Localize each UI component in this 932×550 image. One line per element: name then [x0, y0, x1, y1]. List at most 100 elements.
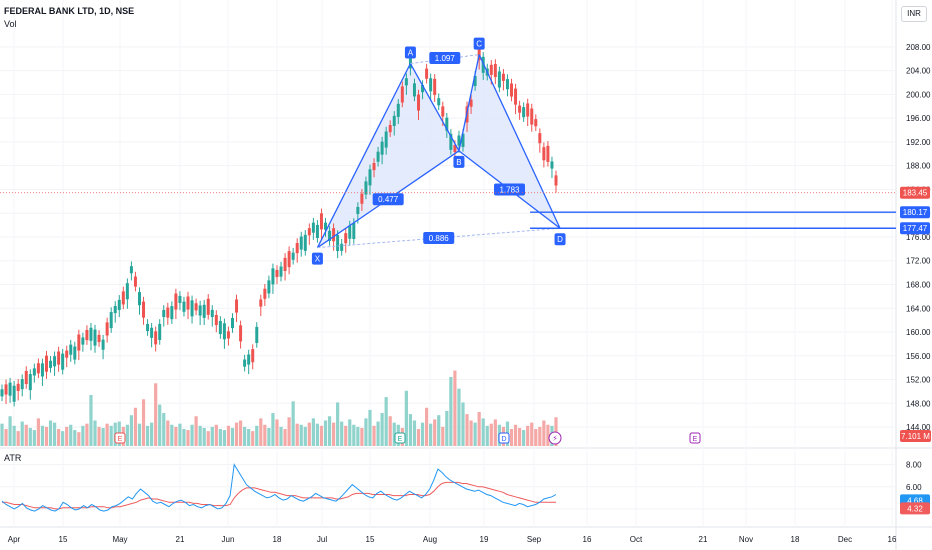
candle-body	[194, 303, 198, 311]
volume-bar	[457, 388, 461, 446]
candle-body	[162, 309, 166, 318]
volume-bar	[170, 424, 174, 446]
candle-body	[243, 359, 247, 367]
volume-bar	[234, 422, 239, 446]
currency-button[interactable]: INR	[901, 6, 927, 22]
volume-bar	[465, 414, 469, 446]
candle-body	[352, 222, 356, 239]
candle-body	[319, 213, 323, 230]
volume-legend[interactable]: Vol	[4, 19, 17, 29]
volume-bar	[230, 427, 235, 446]
volume-bar	[20, 421, 24, 446]
candle-body	[526, 103, 530, 117]
price-tick-label: 204.00	[906, 67, 931, 76]
volume-bar	[473, 422, 477, 446]
volume-bar	[412, 420, 417, 446]
dividend-marker-icon	[548, 431, 562, 445]
candle-body	[210, 309, 214, 318]
ratio-label-bd: 1.783	[499, 186, 520, 195]
candle-body	[380, 141, 384, 155]
candle-body	[461, 133, 465, 147]
candle-body	[514, 88, 518, 105]
volume-bar	[279, 426, 283, 446]
candle-body	[489, 64, 493, 75]
volume-bar	[36, 418, 40, 446]
volume-bar	[271, 413, 275, 446]
candle-body	[77, 334, 81, 351]
volume-bar	[0, 423, 4, 446]
pivot-label-a-bg	[404, 46, 416, 59]
volume-bar	[238, 420, 243, 446]
candle-body	[190, 300, 194, 317]
volume-bar	[445, 410, 449, 446]
candle-body	[81, 337, 85, 345]
price-tick-label: 200.00	[906, 90, 931, 99]
candle-body	[279, 266, 283, 277]
candle-body	[538, 133, 542, 144]
volume-bar	[154, 383, 158, 446]
candle-body	[125, 283, 129, 300]
time-tick-label: 19	[480, 535, 489, 544]
volume-bar	[481, 418, 485, 446]
volume-bar	[162, 413, 166, 446]
candle-body	[109, 312, 113, 329]
candle-body	[291, 252, 295, 260]
pivot-label-b-bg	[453, 155, 465, 168]
candle-body	[137, 292, 141, 306]
candle-body	[505, 79, 509, 90]
time-tick-label: 16	[888, 535, 897, 544]
volume-bar	[275, 419, 279, 446]
candle-body	[186, 296, 190, 310]
candle-body	[433, 78, 437, 95]
price-tick-label: 168.00	[906, 280, 931, 289]
volume-bar	[493, 419, 497, 446]
price-tick-label: 148.00	[906, 399, 931, 408]
volume-bar	[28, 427, 32, 446]
pattern-ac-line	[410, 54, 480, 65]
volume-bar	[65, 426, 69, 446]
volume-bar	[259, 418, 263, 446]
volume-bar	[287, 417, 291, 446]
pivot-label-x: X	[315, 255, 321, 264]
candle-body	[542, 147, 546, 161]
volume-bar	[8, 416, 12, 446]
candle-body	[142, 301, 146, 318]
last-volume-badge-bg	[900, 430, 931, 442]
volume-bar	[513, 424, 518, 446]
candle-body	[69, 344, 73, 355]
candle-body	[202, 304, 206, 318]
candle-body	[412, 83, 416, 97]
candle-body	[311, 222, 315, 233]
candle-body	[473, 75, 477, 87]
candle-body	[404, 78, 408, 86]
time-tick-label: Dec	[838, 535, 852, 544]
volume-bar	[408, 414, 413, 446]
price-tick-label: 208.00	[906, 43, 931, 52]
symbol-title[interactable]: FEDERAL BANK LTD, 1D, NSE	[4, 6, 135, 16]
candle-body	[259, 299, 263, 307]
volume-bar	[12, 425, 16, 446]
volume-bar	[194, 416, 198, 446]
volume-bar	[453, 370, 457, 446]
volume-bar	[32, 430, 36, 446]
volume-bar	[85, 423, 89, 446]
volume-bar	[190, 424, 194, 446]
candle-body	[12, 385, 16, 402]
pivot-label-d: D	[557, 235, 563, 244]
candle-body	[154, 331, 158, 345]
candle-body	[206, 298, 210, 315]
pattern-leg	[458, 54, 480, 151]
candle-body	[49, 360, 53, 368]
volume-bar	[424, 407, 429, 446]
candle-body	[303, 234, 307, 251]
pivot-label-x-bg	[311, 252, 323, 265]
volume-bar	[509, 429, 514, 446]
candle-body	[307, 228, 311, 236]
volume-bar	[93, 420, 97, 446]
candle-body	[437, 98, 441, 106]
volume-bar	[89, 395, 93, 446]
event-marker-label: E	[398, 436, 403, 443]
time-tick-label: May	[112, 535, 127, 544]
atr-legend[interactable]: ATR	[4, 453, 22, 463]
